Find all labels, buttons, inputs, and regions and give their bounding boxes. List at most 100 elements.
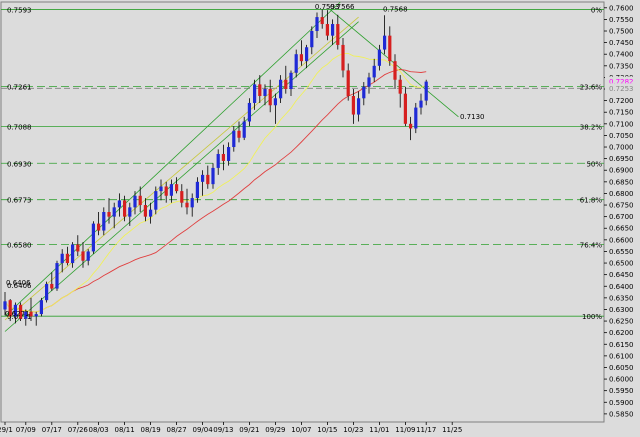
y-tick-label: 0.7050 bbox=[609, 132, 634, 140]
candle-body[interactable] bbox=[117, 200, 121, 208]
candle-body[interactable] bbox=[336, 24, 340, 45]
candle-body[interactable] bbox=[65, 253, 69, 264]
candle-body[interactable] bbox=[34, 314, 38, 317]
candle-body[interactable] bbox=[279, 79, 283, 99]
candle-body[interactable] bbox=[185, 202, 189, 208]
candle-body[interactable] bbox=[357, 98, 361, 115]
candle-body[interactable] bbox=[331, 24, 335, 36]
candle-body[interactable] bbox=[149, 209, 153, 217]
candle-body[interactable] bbox=[133, 195, 137, 208]
candle-body[interactable] bbox=[273, 98, 277, 106]
candle-body[interactable] bbox=[403, 93, 407, 124]
candle-body[interactable] bbox=[409, 123, 413, 129]
candle-body[interactable] bbox=[159, 186, 163, 192]
candle-body[interactable] bbox=[211, 167, 215, 185]
left-price-label: 0.6580 bbox=[7, 241, 32, 249]
candle-body[interactable] bbox=[237, 130, 241, 138]
y-tick-label: 0.5950 bbox=[609, 387, 634, 395]
candle-body[interactable] bbox=[289, 72, 293, 90]
candle-body[interactable] bbox=[180, 191, 184, 203]
candle-body[interactable] bbox=[247, 102, 251, 122]
candle-body[interactable] bbox=[346, 70, 350, 96]
candle-body[interactable] bbox=[102, 212, 106, 231]
candle-body[interactable] bbox=[341, 44, 345, 71]
candle-body[interactable] bbox=[128, 207, 132, 217]
candle-body[interactable] bbox=[97, 223, 101, 231]
candle-body[interactable] bbox=[294, 54, 298, 73]
candle-body[interactable] bbox=[242, 121, 246, 138]
candle-body[interactable] bbox=[351, 95, 355, 115]
candle-body[interactable] bbox=[258, 84, 262, 96]
candle-body[interactable] bbox=[13, 304, 17, 317]
candle-body[interactable] bbox=[325, 24, 329, 36]
candle-body[interactable] bbox=[383, 35, 387, 50]
candle-body[interactable] bbox=[315, 17, 319, 32]
candle-body[interactable] bbox=[154, 191, 158, 210]
candle-body[interactable] bbox=[320, 17, 324, 25]
candle-body[interactable] bbox=[45, 283, 49, 301]
candle-body[interactable] bbox=[284, 79, 288, 90]
candle-body[interactable] bbox=[190, 198, 194, 208]
candle-body[interactable] bbox=[29, 311, 33, 317]
candle-body[interactable] bbox=[76, 244, 80, 252]
candle-body[interactable] bbox=[195, 181, 199, 199]
candle-body[interactable] bbox=[39, 300, 43, 315]
candle-body[interactable] bbox=[227, 147, 231, 161]
candle-body[interactable] bbox=[201, 174, 205, 182]
candle-body[interactable] bbox=[55, 263, 59, 289]
candle-body[interactable] bbox=[362, 86, 366, 99]
channel-mid-line bbox=[4, 16, 359, 321]
candle-body[interactable] bbox=[60, 253, 64, 264]
candle-body[interactable] bbox=[206, 174, 210, 185]
candle-body[interactable] bbox=[310, 31, 314, 48]
y-tick-label: 0.6000 bbox=[609, 376, 634, 384]
candle-body[interactable] bbox=[164, 186, 168, 196]
candle-body[interactable] bbox=[253, 84, 257, 103]
candle-body[interactable] bbox=[8, 300, 12, 317]
candle-body[interactable] bbox=[372, 65, 376, 78]
y-tick-label: 0.6850 bbox=[609, 178, 634, 186]
candle-body[interactable] bbox=[221, 153, 225, 161]
candle-body[interactable] bbox=[367, 77, 371, 87]
candle-body[interactable] bbox=[81, 251, 85, 261]
y-tick-label: 0.6400 bbox=[609, 283, 634, 291]
candle-body[interactable] bbox=[393, 61, 397, 80]
candle-body[interactable] bbox=[24, 311, 28, 319]
price-annotation: 0.7566 bbox=[330, 3, 355, 11]
candle-body[interactable] bbox=[388, 35, 392, 62]
fib-level-label: 50% bbox=[586, 160, 602, 168]
candle-body[interactable] bbox=[169, 184, 173, 196]
candle-body[interactable] bbox=[419, 100, 423, 108]
price-label-bg bbox=[605, 83, 635, 93]
candle-body[interactable] bbox=[91, 223, 95, 252]
candle-body[interactable] bbox=[138, 195, 142, 206]
candle-body[interactable] bbox=[299, 54, 303, 62]
candle-body[interactable] bbox=[398, 79, 402, 94]
candle-body[interactable] bbox=[123, 200, 127, 217]
candle-body[interactable] bbox=[50, 283, 54, 289]
candle-body[interactable] bbox=[19, 304, 23, 319]
candle-body[interactable] bbox=[71, 244, 75, 264]
plot-area[interactable] bbox=[0, 1, 605, 423]
candle-body[interactable] bbox=[175, 184, 179, 192]
candle-body[interactable] bbox=[232, 130, 236, 148]
candle-body[interactable] bbox=[268, 89, 272, 106]
candle-body[interactable] bbox=[263, 89, 267, 96]
candle-body[interactable] bbox=[424, 81, 428, 101]
left-price-label: 0.6406 bbox=[7, 282, 32, 290]
channel-lower-line bbox=[4, 21, 359, 332]
candle-body[interactable] bbox=[414, 107, 418, 129]
price-annotation: 0.6271 bbox=[5, 310, 30, 318]
candle-body[interactable] bbox=[3, 301, 7, 310]
candle-body[interactable] bbox=[86, 251, 90, 261]
candle-body[interactable] bbox=[107, 212, 111, 217]
candle-body[interactable] bbox=[143, 205, 147, 217]
y-tick-label: 0.6450 bbox=[609, 271, 634, 279]
candle-body[interactable] bbox=[305, 47, 309, 62]
candle-body[interactable] bbox=[112, 207, 116, 217]
fib-level-label: 23.6% bbox=[580, 83, 603, 91]
candle-body[interactable] bbox=[377, 49, 381, 66]
candle-body[interactable] bbox=[216, 153, 220, 168]
